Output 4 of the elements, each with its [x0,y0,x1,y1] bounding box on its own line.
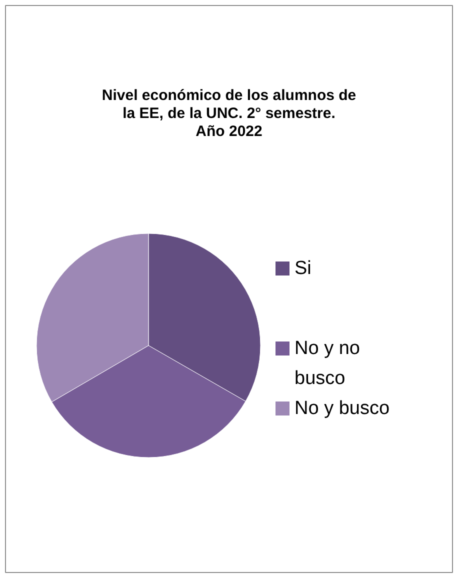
legend-label: No y busco [294,398,390,419]
legend-label: No y no busco [294,338,360,389]
legend-label: Si [294,258,312,279]
chart-title: Nivel económico de los alumnos de la EE, de la UNC. 2° semestre. Año 2022 [102,87,356,140]
